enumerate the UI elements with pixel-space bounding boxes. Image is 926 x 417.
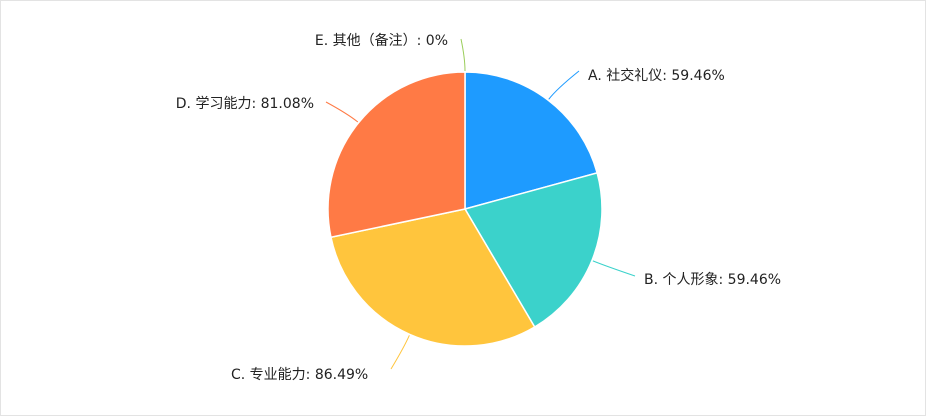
leader-e	[460, 38, 466, 72]
leader-lines	[325, 38, 636, 370]
pie-slices	[327, 71, 603, 347]
label-e: E. 其他（备注）: 0%	[315, 32, 448, 49]
leader-a	[548, 70, 580, 100]
slice-b	[463, 171, 603, 328]
label-c: C. 专业能力: 86.49%	[231, 367, 368, 383]
label-d: D. 学习能力: 81.08%	[176, 96, 314, 112]
slice-a	[464, 71, 599, 210]
leader-b	[592, 260, 636, 277]
slice-labels: A. 社交礼仪: 59.46% B. 个人形象: 59.46% C. 专业能力:…	[176, 32, 781, 383]
slice-c	[330, 208, 536, 347]
label-b: B. 个人形象: 59.46%	[644, 272, 781, 288]
leader-d	[325, 101, 359, 123]
label-a: A. 社交礼仪: 59.46%	[588, 67, 725, 84]
slice-d	[327, 71, 466, 239]
leader-c	[390, 335, 410, 370]
